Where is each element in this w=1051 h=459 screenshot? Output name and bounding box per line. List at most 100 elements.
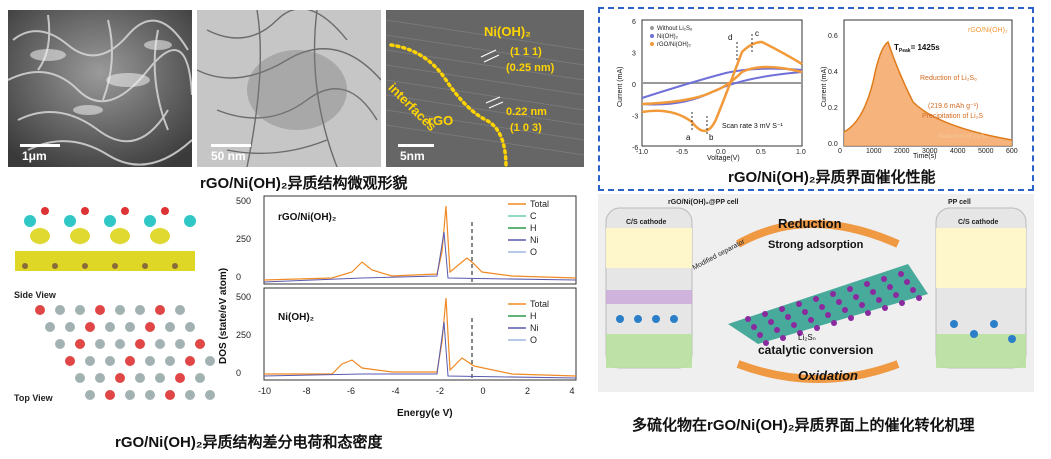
atom xyxy=(125,356,135,366)
dos-xtick: 4 xyxy=(570,386,575,396)
structure-side-view xyxy=(15,207,196,271)
mech-left-cathode: C/S cathode xyxy=(626,219,667,226)
lattice-atom xyxy=(745,316,751,322)
atom xyxy=(45,322,55,332)
lattice-atom xyxy=(779,306,785,312)
cv-ytick: -3 xyxy=(632,114,638,121)
dep-ylabel: Current (mA) xyxy=(821,67,828,107)
mechanism-illustration: rGO/Ni(OH)₂@PP cell PP cell C/S cathode … xyxy=(598,194,1034,392)
cv-xtick: 1.0 xyxy=(796,149,806,156)
cv-legend-1: Ni(OH)₂ xyxy=(657,34,679,40)
lattice-atom xyxy=(751,324,757,330)
cv-xtick: -1.0 xyxy=(636,149,648,156)
lattice-atom xyxy=(830,291,836,297)
lattice-atom xyxy=(791,322,797,328)
dos-ytick-top: 0 xyxy=(236,272,241,282)
dep-reduction2: Reduction of Li₂S₈ xyxy=(938,134,987,140)
atom xyxy=(95,305,105,315)
atom xyxy=(175,373,185,383)
dos-legend-label: Ni xyxy=(530,323,539,333)
hrtem-scale-label: 5nm xyxy=(400,149,425,163)
dos-xtick: 2 xyxy=(525,386,530,396)
lattice-atom xyxy=(831,320,837,326)
dos-legend-label: H xyxy=(530,311,537,321)
lattice-atom xyxy=(910,287,916,293)
dos-ytick-bottom: 0 xyxy=(236,368,241,378)
dep-reduction: Reduction of Li₂S₆ xyxy=(920,75,977,82)
catalysis-caption: rGO/Ni(OH)₂异质界面催化性能 xyxy=(728,169,936,186)
dos-legend-label: Total xyxy=(530,199,549,209)
lattice-atom xyxy=(864,281,870,287)
atom xyxy=(145,322,155,332)
lattice-atom xyxy=(893,292,899,298)
mech-right-cathode: C/S cathode xyxy=(958,219,999,226)
dep-xtick: 5000 xyxy=(978,148,994,155)
dos-legend-label: H xyxy=(530,223,537,233)
atom xyxy=(175,305,185,315)
dep-ytick: 0.6 xyxy=(828,33,838,40)
top-view-label: Top View xyxy=(14,393,53,403)
lattice-atom xyxy=(813,296,819,302)
lattice-atom xyxy=(763,340,769,346)
cv-xtick: 0.0 xyxy=(716,149,726,156)
atom xyxy=(185,390,195,400)
dos-bottom-title: Ni(OH)₂ xyxy=(278,312,314,323)
atom xyxy=(165,322,175,332)
dos-ytick-bottom: 250 xyxy=(236,330,251,340)
dos-legend-label: Ni xyxy=(530,235,539,245)
sem-image: 1μm xyxy=(8,10,192,167)
svg-text:TPeak= 1425s: TPeak= 1425s xyxy=(894,43,940,54)
atom xyxy=(205,390,215,400)
atom xyxy=(135,373,145,383)
hrtem-rgo-label: rGO xyxy=(428,113,454,128)
lattice-atom xyxy=(780,335,786,341)
lattice-atom xyxy=(774,327,780,333)
dos-ytick-top: 250 xyxy=(236,234,251,244)
lattice-atom xyxy=(876,297,882,303)
atom xyxy=(155,305,165,315)
tem-scale-label: 50 nm xyxy=(211,149,246,163)
cv-ylabel: Current (mA) xyxy=(617,67,624,107)
dep-precip: Precipitation of Li₂S xyxy=(922,113,983,120)
cv-xlabel: Voltage(V) xyxy=(707,155,740,162)
mech-li2sn: Li₂Sₙ xyxy=(798,333,816,342)
hrtem-spacing1: (0.25 nm) xyxy=(506,62,555,74)
atom xyxy=(145,356,155,366)
atom xyxy=(195,373,205,383)
atom xyxy=(135,305,145,315)
dep-ytick: 0.4 xyxy=(828,69,838,76)
cv-peak-c: c xyxy=(755,29,759,38)
atom xyxy=(185,356,195,366)
side-view-label: Side View xyxy=(14,290,56,300)
mech-reduction: Reduction xyxy=(778,216,842,231)
cv-peak-b: b xyxy=(709,133,714,142)
cv-peak-d: d xyxy=(728,33,732,42)
cv-legend-0: Without Li₂S₆ xyxy=(657,26,693,32)
atom xyxy=(205,356,215,366)
dep-xtick: 3000 xyxy=(922,148,938,155)
atom xyxy=(55,339,65,349)
lattice-atom xyxy=(762,311,768,317)
lattice-atom xyxy=(768,319,774,325)
atom xyxy=(35,305,45,315)
lattice-atom xyxy=(842,307,848,313)
atom xyxy=(125,390,135,400)
dos-xtick: 0 xyxy=(481,386,486,396)
atom xyxy=(145,390,155,400)
dos-legend-label: O xyxy=(530,335,537,345)
dos-xtick: -10 xyxy=(258,386,271,396)
dep-ytick: 0.0 xyxy=(828,141,838,148)
atom xyxy=(185,322,195,332)
atom xyxy=(65,322,75,332)
cv-xtick: 0.5 xyxy=(756,149,766,156)
dos-xtick: -2 xyxy=(436,386,444,396)
tem-image: 50 nm xyxy=(197,10,381,167)
dos-xtick: -4 xyxy=(392,386,400,396)
dos-ytick-top: 500 xyxy=(236,196,251,206)
catalysis-frame xyxy=(598,7,1034,191)
lattice-atom xyxy=(847,286,853,292)
atom xyxy=(95,339,105,349)
dep-xtick: 4000 xyxy=(950,148,966,155)
